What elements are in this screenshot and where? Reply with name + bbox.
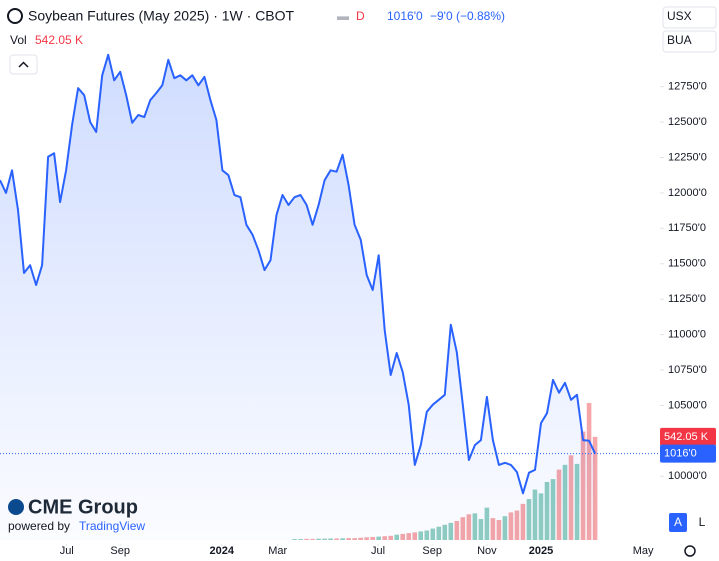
y-tick-label: 11250'0 xyxy=(668,293,706,305)
y-tick-label: 12750'0 xyxy=(668,81,707,93)
unit-button[interactable] xyxy=(662,30,717,53)
area-fill xyxy=(0,54,596,541)
x-tick-label: Sep xyxy=(110,545,130,557)
volume-label: Vol xyxy=(10,33,27,47)
y-tick-label: 12000'0 xyxy=(668,187,707,199)
x-tick-label: 2025 xyxy=(529,545,553,557)
x-tick-label: Nov xyxy=(477,545,497,557)
volume-value: 542.05 K xyxy=(35,33,83,47)
x-tick-label: 2024 xyxy=(210,545,235,557)
collapse-icon xyxy=(18,61,29,68)
y-tick-label: 10750'0 xyxy=(668,364,707,376)
y-tick-label: 10500'0 xyxy=(668,399,707,411)
y-tick-label: 11500'0 xyxy=(668,258,706,270)
log-label[interactable]: L xyxy=(699,515,706,529)
x-tick-label: Mar xyxy=(268,545,287,557)
y-tick-label: 12250'0 xyxy=(668,151,707,163)
x-tick-label: Sep xyxy=(422,545,442,557)
currency-button[interactable] xyxy=(662,6,717,29)
chart-title: Soybean Futures (May 2025) · 1W · CBOT xyxy=(28,8,295,24)
currency: USX xyxy=(667,9,692,23)
x-tick-label: Jul xyxy=(60,545,74,557)
last-price-box xyxy=(660,444,716,463)
powered-by: powered by xyxy=(8,519,70,533)
auto-button[interactable] xyxy=(669,513,687,532)
y-tick-label: 10000'0 xyxy=(668,470,707,482)
auto-label: A xyxy=(674,515,682,529)
last-price-label: 1016'0 xyxy=(664,447,697,459)
last-price: 1016'0 xyxy=(387,9,423,23)
collapse-button[interactable] xyxy=(9,54,38,75)
y-tick-label: 11750'0 xyxy=(668,222,706,234)
brand-icon xyxy=(8,499,24,515)
price-line xyxy=(0,53,597,495)
x-tick-label: Jul xyxy=(371,545,385,557)
flag: D xyxy=(356,9,365,23)
plot-area xyxy=(0,53,660,541)
symbol-icon xyxy=(7,8,23,24)
unit: BUA xyxy=(667,33,692,47)
separator: ▬ xyxy=(337,9,349,23)
powered-brand: TradingView xyxy=(79,519,145,533)
x-tick-label: May xyxy=(633,545,654,557)
y-tick-label: 12500'0 xyxy=(668,116,707,128)
y-tick-label: 11000'0 xyxy=(668,328,706,340)
settings-icon[interactable] xyxy=(684,545,696,557)
volume-price-box xyxy=(660,427,716,446)
volume-price-label: 542.05 K xyxy=(664,431,709,443)
brand: CME Group xyxy=(28,496,138,518)
price-change: −9'0 (−0.88%) xyxy=(430,9,505,23)
